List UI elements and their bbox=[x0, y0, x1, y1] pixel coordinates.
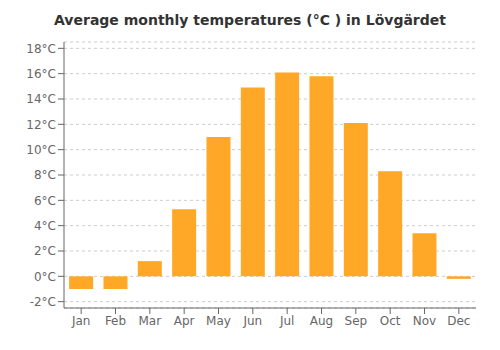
svg-text:Jan: Jan bbox=[71, 314, 91, 328]
svg-text:Feb: Feb bbox=[105, 314, 126, 328]
svg-text:Sep: Sep bbox=[345, 314, 368, 328]
svg-text:Mar: Mar bbox=[139, 314, 162, 328]
svg-text:16°C: 16°C bbox=[26, 67, 56, 81]
svg-text:Dec: Dec bbox=[447, 314, 470, 328]
svg-text:8°C: 8°C bbox=[34, 168, 56, 182]
svg-text:18°C: 18°C bbox=[26, 42, 56, 56]
svg-text:Oct: Oct bbox=[380, 314, 401, 328]
svg-text:10°C: 10°C bbox=[26, 143, 56, 157]
svg-text:Jun: Jun bbox=[242, 314, 262, 328]
html-text:Average monthly temperatures (: Average monthly temperatures (°C ) in Lö… bbox=[54, 12, 446, 28]
svg-text:Apr: Apr bbox=[174, 314, 195, 328]
svg-text:2°C: 2°C bbox=[34, 244, 56, 258]
svg-text:12°C: 12°C bbox=[26, 118, 56, 132]
svg-text:4°C: 4°C bbox=[34, 219, 56, 233]
svg-text:6°C: 6°C bbox=[34, 194, 56, 208]
svg-text:14°C: 14°C bbox=[26, 92, 56, 106]
svg-text:0°C: 0°C bbox=[34, 270, 56, 284]
svg-text:Aug: Aug bbox=[310, 314, 333, 328]
svg-text:Jul: Jul bbox=[279, 314, 294, 328]
svg-text:-2°C: -2°C bbox=[30, 295, 56, 309]
svg-text:May: May bbox=[206, 314, 231, 328]
svg-text:Nov: Nov bbox=[413, 314, 436, 328]
